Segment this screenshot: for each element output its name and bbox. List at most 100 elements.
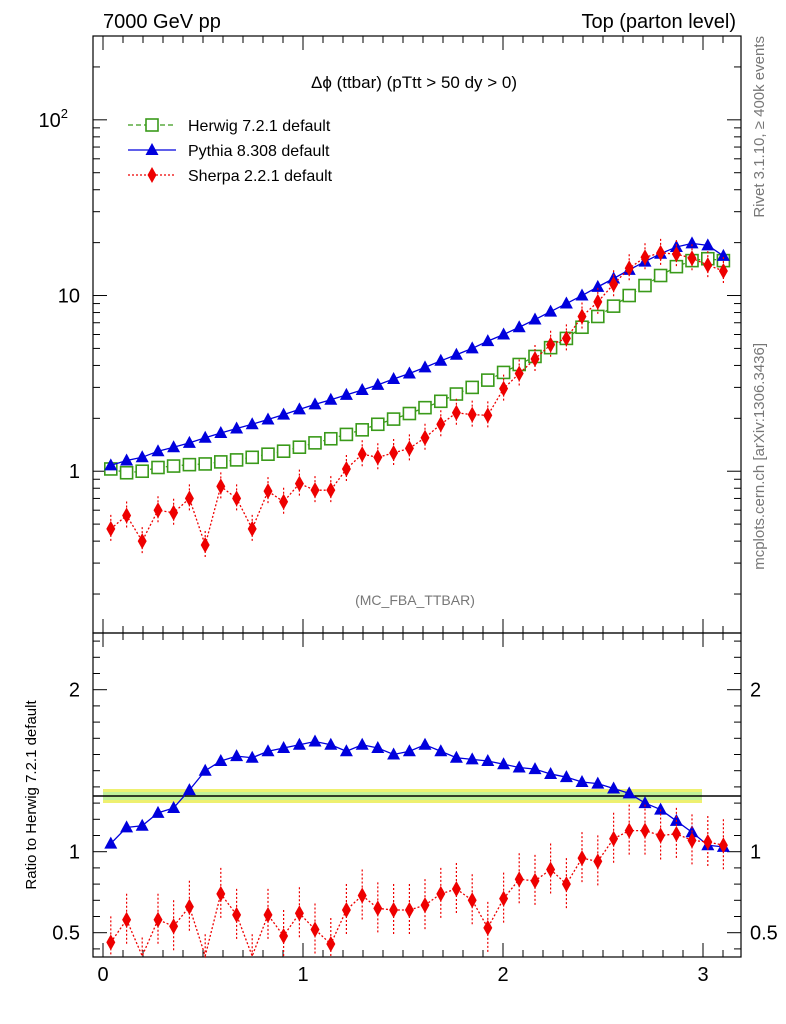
ratio-point — [671, 825, 681, 842]
data-point — [575, 288, 589, 301]
data-point — [433, 394, 448, 409]
ratio-y-tick-label: 0.5 — [52, 923, 80, 945]
ratio-point — [656, 827, 666, 844]
rivet-label: Rivet 3.1.10, ≥ 400k events — [751, 36, 768, 218]
ratio-point — [263, 906, 273, 923]
data-point — [230, 421, 244, 434]
legend-marker — [147, 167, 157, 183]
ratio-point — [638, 796, 652, 809]
data-point — [276, 444, 291, 458]
data-point — [622, 288, 637, 303]
ratio-point — [418, 737, 432, 750]
ratio-point — [326, 936, 336, 953]
ratio-point — [106, 934, 116, 951]
ratio-point — [530, 872, 540, 889]
main-axis-ticks: 1 10 102 — [39, 35, 741, 633]
legend-marker — [145, 143, 159, 155]
data-point — [467, 406, 477, 423]
ratio-y-tick-label: 1 — [69, 842, 80, 864]
ratio-line — [110, 829, 724, 959]
data-point — [481, 334, 495, 347]
data-point — [151, 460, 165, 475]
ratio-point — [622, 786, 636, 799]
data-point — [339, 387, 353, 400]
data-point — [465, 341, 479, 354]
ratio-point — [577, 850, 587, 867]
ratio-point — [292, 737, 306, 750]
ratio-point — [184, 898, 194, 915]
ratio-panel-frame — [92, 632, 742, 958]
ratio-point — [232, 906, 242, 923]
ratio-point — [467, 892, 477, 909]
data-point — [214, 455, 228, 469]
data-point — [182, 457, 197, 472]
data-point — [263, 483, 273, 500]
data-point — [606, 299, 621, 313]
ratio-point — [198, 763, 212, 776]
ratio-point — [609, 830, 619, 847]
y-tick-label: 102 — [39, 106, 68, 132]
data-point — [561, 330, 571, 347]
process-label: Top (parton level) — [581, 11, 736, 33]
legend-marker — [145, 118, 159, 132]
ratio-point — [499, 890, 509, 907]
data-point — [546, 336, 556, 353]
data-point — [151, 444, 165, 457]
ratio-y-tick-label-right: 0.5 — [750, 923, 778, 945]
data-point — [198, 457, 212, 471]
data-point — [687, 250, 697, 267]
ratio-point — [559, 770, 573, 783]
data-point — [590, 309, 605, 324]
ratio-point — [497, 757, 511, 770]
ratio-point — [404, 902, 414, 919]
data-point — [496, 365, 511, 380]
ratio-point — [373, 900, 383, 917]
ratio-point — [355, 737, 369, 750]
ratio-point — [104, 836, 118, 849]
data-point — [653, 268, 668, 283]
ratio-point — [654, 802, 668, 815]
x-tick-label: 3 — [697, 964, 708, 986]
legend: Herwig 7.2.1 default Pythia 8.308 default… — [128, 118, 333, 185]
data-point — [261, 412, 275, 425]
ratio-point — [561, 876, 571, 893]
ratio-point — [528, 762, 542, 775]
data-point — [216, 478, 226, 495]
ratio-point — [216, 885, 226, 902]
data-point — [420, 429, 430, 446]
data-point — [418, 400, 432, 415]
ratio-point — [512, 760, 526, 773]
ratio-point — [371, 741, 385, 754]
ratio-point — [451, 880, 461, 897]
ratio-point — [230, 749, 244, 762]
ratio-point — [294, 905, 304, 922]
data-point — [499, 380, 509, 397]
data-point — [370, 417, 385, 432]
data-point — [355, 423, 370, 437]
data-point — [703, 257, 713, 274]
data-point — [104, 458, 118, 471]
ratio-point — [624, 822, 634, 839]
ratio-point — [420, 897, 430, 914]
data-point — [418, 360, 432, 373]
data-point — [609, 276, 619, 293]
data-point — [326, 482, 336, 499]
data-point — [135, 464, 149, 479]
data-point — [465, 380, 480, 395]
data-point — [277, 407, 291, 420]
data-point — [245, 450, 259, 465]
ratio-point — [357, 887, 367, 904]
data-point — [434, 353, 448, 366]
series-pythia — [104, 236, 730, 471]
data-point — [577, 308, 587, 325]
ratio-point — [245, 750, 259, 763]
data-point — [449, 347, 463, 360]
ratio-point — [591, 776, 605, 789]
data-point — [669, 259, 684, 274]
ratio-point — [153, 911, 163, 928]
ratio-point — [514, 871, 524, 888]
data-point — [544, 304, 558, 317]
data-point — [357, 446, 367, 463]
ratio-point — [483, 919, 493, 936]
